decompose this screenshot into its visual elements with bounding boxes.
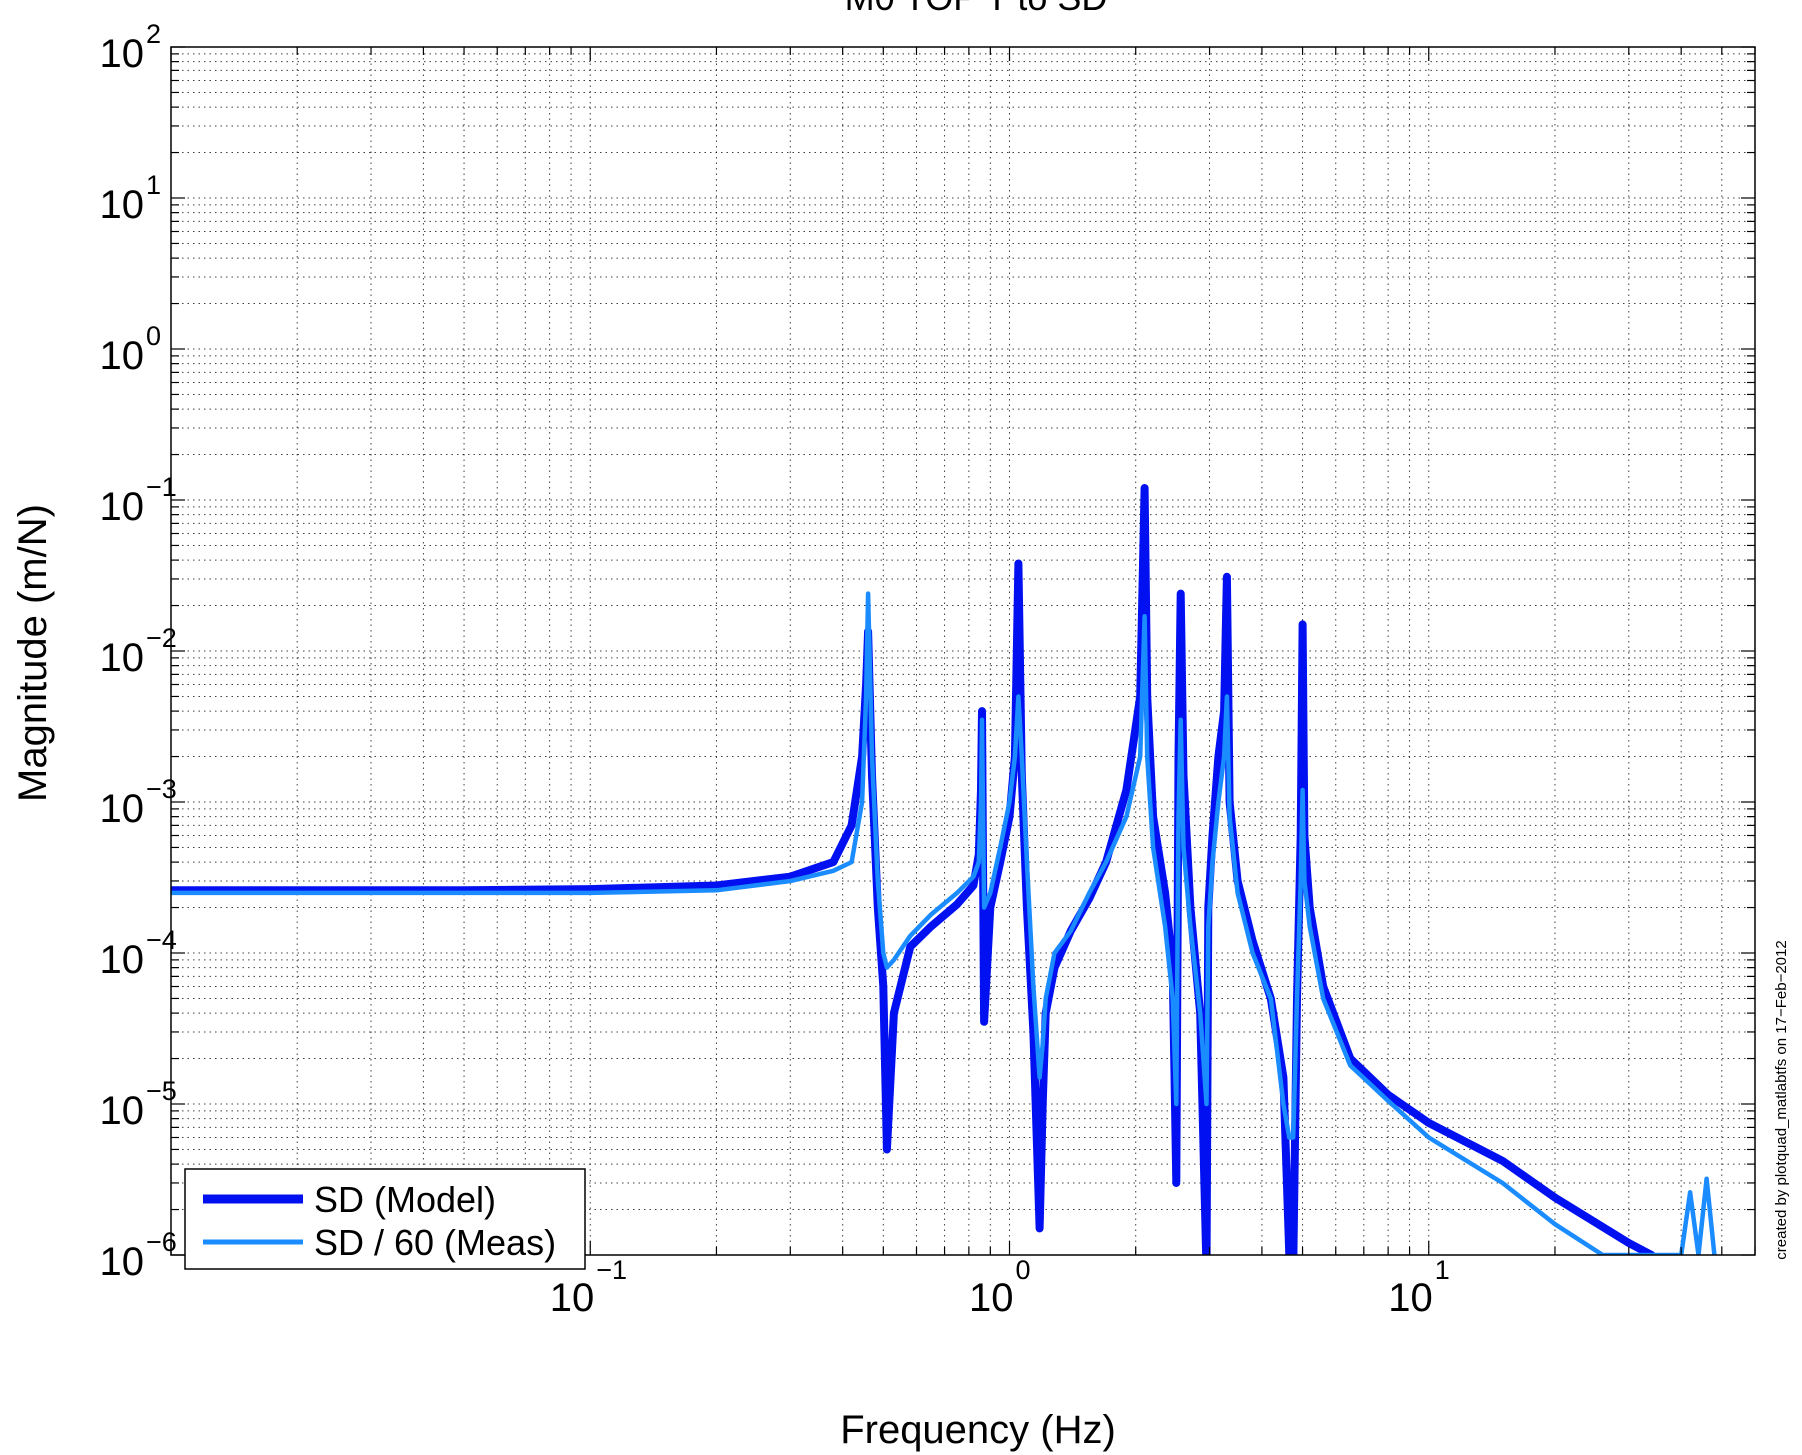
y-tick-label: 10	[100, 32, 145, 76]
ticks	[170, 46, 1756, 1256]
footer-annotation: created by plotquad_matlabtfs on 17−Feb−…	[1773, 940, 1790, 1259]
x-tick-label-exponent: −1	[596, 1255, 627, 1285]
y-tick-label-exponent: 0	[146, 321, 161, 351]
y-tick-label: 10	[100, 485, 145, 529]
y-tick-label: 10	[100, 1240, 145, 1284]
x-tick-label: 10	[550, 1276, 595, 1320]
y-tick-label-exponent: −1	[146, 472, 177, 502]
y-tick-label-exponent: −3	[146, 774, 177, 804]
x-tick-label-exponent: 1	[1435, 1255, 1450, 1285]
y-tick-label: 10	[100, 334, 145, 378]
chart-title: M0 TOP T to SD	[845, 0, 1108, 18]
series-line-model	[171, 484, 1656, 1255]
y-tick-label: 10	[100, 938, 145, 982]
x-axis-label: Frequency (Hz)	[840, 1408, 1116, 1452]
x-tick-label: 10	[969, 1276, 1014, 1320]
y-tick-label-exponent: −5	[146, 1076, 177, 1106]
y-tick-label-exponent: 1	[146, 170, 161, 200]
y-tick-label: 10	[100, 1089, 145, 1133]
y-tick-label-exponent: −2	[146, 623, 177, 653]
x-tick-label-exponent: 0	[1016, 1255, 1031, 1285]
y-tick-label: 10	[100, 183, 145, 227]
legend-label-meas: SD / 60 (Meas)	[314, 1222, 556, 1263]
grid	[171, 47, 1755, 1255]
legend-box	[184, 1168, 586, 1270]
legend-label-model: SD (Model)	[314, 1179, 496, 1220]
y-tick-label: 10	[100, 787, 145, 831]
legend: SD (Model) SD / 60 (Meas)	[184, 1168, 586, 1270]
y-tick-label-exponent: −4	[146, 925, 177, 955]
y-axis-label: Magnitude (m/N)	[11, 504, 55, 802]
y-tick-label-exponent: 2	[146, 19, 161, 49]
series-line-meas	[171, 591, 1717, 1255]
y-tick-label-exponent: −6	[146, 1227, 177, 1257]
series-layer	[171, 484, 1717, 1255]
y-tick-label: 10	[100, 636, 145, 680]
x-tick-label: 10	[1388, 1276, 1433, 1320]
